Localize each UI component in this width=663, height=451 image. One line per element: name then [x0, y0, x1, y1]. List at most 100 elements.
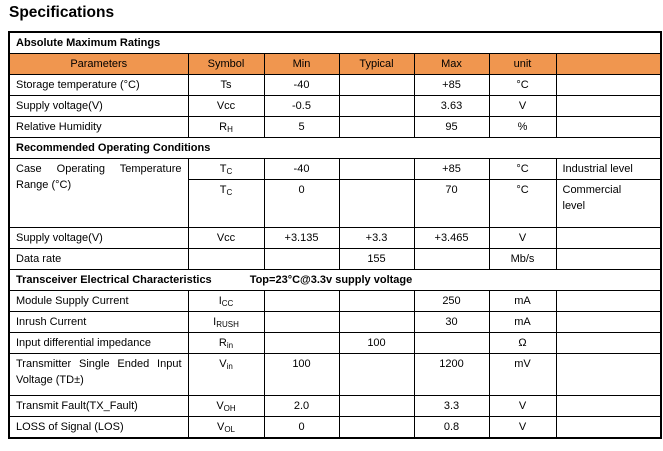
cell-min — [263, 290, 340, 312]
cell-min: -40 — [263, 158, 340, 180]
cell-typical — [338, 395, 415, 417]
cell-max: 3.3 — [413, 395, 490, 417]
cell-symbol: TC — [187, 158, 265, 180]
cell-unit: °C — [488, 74, 557, 96]
cell-unit: Ω — [488, 332, 557, 354]
cell-unit: °C — [488, 158, 557, 180]
cell-max: 70 — [413, 179, 490, 228]
cell-param: Inrush Current — [8, 311, 189, 333]
cell-note — [555, 395, 662, 417]
cell-max: +3.465 — [413, 227, 490, 249]
cell-max: 0.8 — [413, 416, 490, 439]
table-row-supply-voltage-rec: Supply voltage(V) Vcc +3.135 +3.3 +3.465… — [8, 227, 662, 249]
cell-min: -40 — [263, 74, 340, 96]
cell-param: Module Supply Current — [8, 290, 189, 312]
cell-min: 100 — [263, 353, 340, 396]
cell-param: Supply voltage(V) — [8, 95, 189, 117]
cell-typical — [338, 74, 415, 96]
cell-min — [263, 311, 340, 333]
cell-note — [555, 332, 662, 354]
col-header-note — [555, 53, 662, 75]
table-row-relative-humidity: Relative Humidity RH 5 95 % — [8, 116, 662, 138]
cell-note — [555, 290, 662, 312]
cell-unit: V — [488, 395, 557, 417]
cell-unit: mA — [488, 311, 557, 333]
cell-min — [263, 248, 340, 270]
cell-typical — [338, 353, 415, 396]
cell-typical — [338, 311, 415, 333]
col-header-min: Min — [263, 53, 340, 75]
table-row-module-supply-current: Module Supply Current ICC 250 mA — [8, 290, 662, 312]
col-header-parameters: Parameters — [8, 53, 189, 75]
page-title: Specifications — [9, 4, 115, 21]
cell-unit: mA — [488, 290, 557, 312]
cell-min: +3.135 — [263, 227, 340, 249]
section-row-recommended-operating-conditions: Recommended Operating Conditions — [8, 137, 662, 159]
cell-param: Input differential impedance — [8, 332, 189, 354]
cell-symbol: IRUSH — [187, 311, 265, 333]
section-title-transceiver: Transceiver Electrical Characteristics To… — [8, 269, 662, 291]
cell-max: +85 — [413, 74, 490, 96]
cell-note — [555, 248, 662, 270]
cell-symbol: TC — [187, 179, 265, 228]
cell-max: 3.63 — [413, 95, 490, 117]
cell-max: 250 — [413, 290, 490, 312]
col-header-typical: Typical — [338, 53, 415, 75]
cell-note — [555, 116, 662, 138]
cell-symbol — [187, 248, 265, 270]
cell-min: 2.0 — [263, 395, 340, 417]
cell-unit: mV — [488, 353, 557, 396]
cell-min: 0 — [263, 179, 340, 228]
cell-note: Industrial level — [555, 158, 662, 180]
cell-typical — [338, 290, 415, 312]
cell-note — [555, 353, 662, 396]
cell-note — [555, 416, 662, 439]
cell-typical: 100 — [338, 332, 415, 354]
table-row-supply-voltage-abs: Supply voltage(V) Vcc -0.5 3.63 V — [8, 95, 662, 117]
section-condition: Top=23°C@3.3v supply voltage — [249, 274, 413, 286]
cell-symbol: Ts — [187, 74, 265, 96]
cell-unit: % — [488, 116, 557, 138]
cell-param: Case Operating Temperature Range (°C) — [8, 158, 189, 228]
col-header-symbol: Symbol — [187, 53, 265, 75]
cell-note — [555, 227, 662, 249]
column-header-row: Parameters Symbol Min Typical Max unit — [8, 53, 662, 75]
cell-max — [413, 248, 490, 270]
cell-unit: V — [488, 95, 557, 117]
table-row-case-temp-commercial: TC 0 70 °C Commercial level — [9, 179, 662, 228]
cell-typical — [338, 116, 415, 138]
table-row-case-temp-industrial: Case Operating Temperature Range (°C) TC… — [8, 158, 662, 228]
cell-max — [413, 332, 490, 354]
cell-symbol: Vin — [187, 353, 265, 396]
cell-max: 30 — [413, 311, 490, 333]
cell-typical — [338, 179, 415, 228]
cell-min: -0.5 — [263, 95, 340, 117]
col-header-unit: unit — [488, 53, 557, 75]
cell-note — [555, 74, 662, 96]
cell-param: Transmit Fault(TX_Fault) — [8, 395, 189, 417]
cell-unit: °C — [488, 179, 557, 228]
cell-note — [555, 311, 662, 333]
col-header-max: Max — [413, 53, 490, 75]
cell-unit: V — [488, 227, 557, 249]
cell-symbol: VOL — [187, 416, 265, 439]
cell-typical — [338, 95, 415, 117]
cell-min: 0 — [263, 416, 340, 439]
cell-max: 95 — [413, 116, 490, 138]
cell-param: Transmitter Single Ended Input Voltage (… — [8, 353, 189, 396]
cell-symbol: ICC — [187, 290, 265, 312]
cell-max: +85 — [413, 158, 490, 180]
cell-param: Relative Humidity — [8, 116, 189, 138]
cell-typical — [338, 416, 415, 439]
cell-min — [263, 332, 340, 354]
cell-typical: +3.3 — [338, 227, 415, 249]
cell-param: LOSS of Signal (LOS) — [8, 416, 189, 439]
cell-unit: Mb/s — [488, 248, 557, 270]
section-row-transceiver-electrical-characteristics: Transceiver Electrical Characteristics To… — [8, 269, 662, 291]
cell-note — [555, 95, 662, 117]
cell-symbol: RH — [187, 116, 265, 138]
table-row-transmit-fault: Transmit Fault(TX_Fault) VOH 2.0 3.3 V — [8, 395, 662, 417]
cell-param: Storage temperature (°C) — [8, 74, 189, 96]
table-row-loss-of-signal: LOSS of Signal (LOS) VOL 0 0.8 V — [8, 416, 662, 439]
cell-note: Commercial level — [555, 179, 662, 228]
